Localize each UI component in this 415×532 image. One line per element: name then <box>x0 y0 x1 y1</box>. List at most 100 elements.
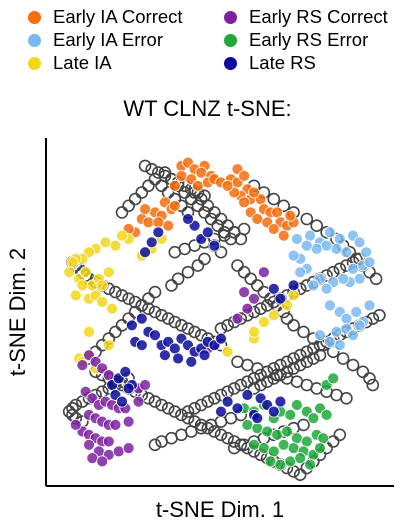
point-early-ia-error <box>337 272 350 285</box>
point-early-ia-error <box>307 279 320 292</box>
point-early-ia-error <box>320 282 333 295</box>
point-early-rs-correct <box>83 438 95 451</box>
point-other-trials <box>300 355 314 369</box>
point-other-trials <box>366 312 380 325</box>
point-other-trials <box>181 265 195 279</box>
point-other-trials <box>135 299 149 312</box>
point-early-ia-correct <box>271 206 284 219</box>
point-other-trials <box>237 265 251 279</box>
point-early-ia-correct <box>238 196 251 209</box>
point-other-trials <box>326 435 340 448</box>
point-other-trials <box>142 292 155 306</box>
legend: Early IA Correct Early IA Error Late IA … <box>28 6 413 76</box>
point-other-trials <box>171 272 185 286</box>
point-other-trials <box>224 232 238 246</box>
point-early-rs-error <box>290 432 303 445</box>
point-early-rs-error <box>257 442 270 455</box>
point-early-ia-error <box>294 266 307 279</box>
point-early-ia-error <box>340 312 353 325</box>
legend-item-late-rs: Late RS <box>224 52 316 74</box>
point-other-trials <box>188 401 201 415</box>
point-late-rs <box>274 292 287 305</box>
point-other-trials <box>191 199 205 213</box>
point-early-rs-correct <box>122 415 135 428</box>
point-early-rs-error <box>320 408 333 421</box>
point-early-rs-correct <box>238 286 251 299</box>
point-other-trials <box>198 252 211 266</box>
point-other-trials <box>293 348 307 362</box>
point-other-trials <box>373 308 386 322</box>
point-other-trials <box>241 375 254 389</box>
point-late-ia <box>102 266 115 279</box>
point-other-trials <box>326 265 340 279</box>
legend-label: Early RS Correct <box>249 6 388 27</box>
point-early-rs-correct <box>112 445 125 458</box>
point-late-rs <box>215 332 227 345</box>
point-other-trials <box>148 285 162 299</box>
x-axis-label: t-SNE Dim. 1 <box>155 497 285 522</box>
point-other-trials <box>254 378 267 392</box>
point-early-ia-correct <box>284 209 297 222</box>
point-other-trials <box>135 186 149 199</box>
point-other-trials <box>214 212 228 226</box>
legend-marker <box>28 33 41 47</box>
point-other-trials <box>267 372 281 385</box>
point-other-trials <box>287 352 300 365</box>
point-other-trials <box>214 428 228 442</box>
point-early-rs-error <box>300 435 313 448</box>
point-other-trials <box>201 395 215 408</box>
point-early-ia-error <box>353 319 366 332</box>
legend-label: Early RS Error <box>249 29 369 50</box>
point-early-rs-correct <box>241 302 254 315</box>
point-other-trials <box>152 166 165 179</box>
point-other-trials <box>287 318 300 332</box>
point-other-trials <box>214 245 228 259</box>
point-early-rs-error <box>307 412 320 425</box>
point-early-rs-error <box>281 425 293 438</box>
point-late-rs <box>119 365 132 378</box>
point-other-trials <box>142 391 155 405</box>
point-other-trials <box>191 259 205 272</box>
point-early-ia-error <box>287 249 300 262</box>
point-early-ia-error <box>330 242 343 255</box>
y-axis-label: t-SNE Dim. 2 <box>5 247 30 377</box>
point-other-trials <box>148 395 162 408</box>
point-early-ia-error <box>347 262 359 275</box>
point-late-ia <box>69 289 82 302</box>
point-early-ia-error <box>290 233 303 245</box>
point-other-trials <box>211 219 224 232</box>
legend-marker <box>28 56 41 70</box>
point-other-trials <box>214 388 228 402</box>
point-early-rs-error <box>317 432 330 445</box>
point-early-rs-correct <box>109 418 122 431</box>
point-early-ia-error <box>360 246 373 259</box>
point-late-ia <box>287 289 300 302</box>
point-late-rs <box>182 213 194 225</box>
point-other-trials <box>287 362 300 375</box>
point-other-trials <box>356 365 370 379</box>
point-early-rs-correct <box>69 418 82 431</box>
point-other-trials <box>181 322 195 335</box>
point-early-ia-correct <box>142 216 155 229</box>
legend-marker <box>224 33 237 47</box>
point-other-trials <box>175 318 188 332</box>
point-late-rs <box>198 349 211 362</box>
point-other-trials <box>254 368 267 382</box>
point-other-trials <box>198 206 211 219</box>
point-early-rs-error <box>251 422 264 435</box>
point-late-rs <box>135 339 148 352</box>
point-other-trials <box>148 305 162 319</box>
point-other-trials <box>168 405 182 418</box>
point-early-ia-error <box>320 239 333 252</box>
point-early-ia-error <box>310 242 323 255</box>
point-late-rs <box>149 329 161 342</box>
point-early-ia-correct <box>175 169 188 182</box>
point-other-trials <box>340 391 353 405</box>
point-other-trials <box>168 315 182 329</box>
point-other-trials <box>155 398 168 412</box>
point-other-trials <box>231 259 244 272</box>
point-early-rs-correct <box>96 455 109 468</box>
point-other-trials <box>227 435 241 448</box>
point-early-ia-correct <box>162 219 175 232</box>
